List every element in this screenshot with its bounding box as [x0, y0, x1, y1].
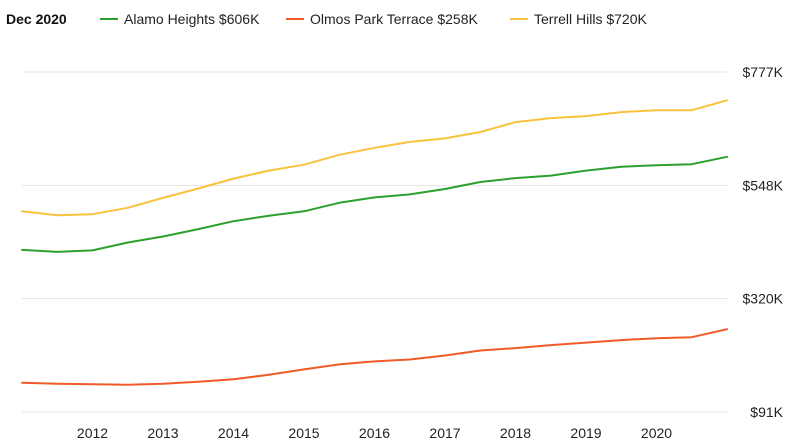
legend: Dec 2020 Alamo Heights $606K Olmos Park … — [6, 11, 647, 27]
series-group — [21, 99, 728, 386]
series-line-alamo-heights[interactable] — [21, 155, 728, 253]
y-axis: $91K $320K $548K $777K — [743, 64, 784, 420]
x-tick-label: 2016 — [359, 425, 390, 441]
y-tick-label: $777K — [743, 64, 784, 80]
y-tick-label: $320K — [743, 291, 784, 307]
legend-label-olmos-park-terrace: Olmos Park Terrace $258K — [310, 11, 478, 27]
x-tick-label: 2018 — [500, 425, 531, 441]
legend-label-alamo-heights: Alamo Heights $606K — [124, 11, 260, 27]
legend-date: Dec 2020 — [6, 11, 67, 27]
x-tick-label: 2017 — [429, 425, 460, 441]
x-tick-label: 2020 — [641, 425, 672, 441]
legend-item-terrell-hills[interactable]: Terrell Hills $720K — [510, 11, 647, 27]
x-tick-label: 2012 — [77, 425, 108, 441]
series-line-olmos-park-terrace[interactable] — [21, 328, 728, 386]
y-tick-label: $548K — [743, 177, 784, 193]
series-line-terrell-hills[interactable] — [21, 99, 728, 217]
x-axis: 2012 2013 2014 2015 2016 2017 2018 2019 2020 — [77, 425, 672, 441]
x-tick-label: 2015 — [288, 425, 319, 441]
gridlines — [22, 71, 727, 413]
x-tick-label: 2013 — [147, 425, 178, 441]
legend-item-alamo-heights[interactable]: Alamo Heights $606K — [100, 11, 260, 27]
legend-item-olmos-park-terrace[interactable]: Olmos Park Terrace $258K — [286, 11, 478, 27]
legend-label-terrell-hills: Terrell Hills $720K — [534, 11, 647, 27]
y-tick-label: $91K — [750, 404, 783, 420]
x-tick-label: 2019 — [570, 425, 601, 441]
x-tick-label: 2014 — [218, 425, 249, 441]
